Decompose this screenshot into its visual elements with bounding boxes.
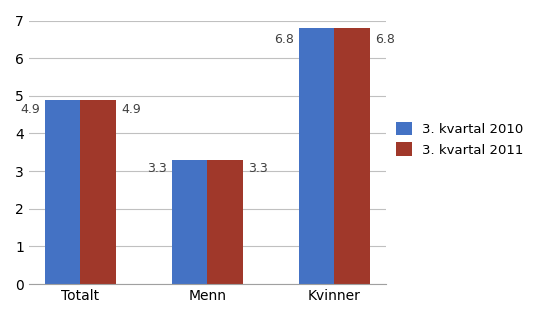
Bar	[80, 100, 116, 284]
Bar	[172, 160, 207, 284]
Bar	[299, 28, 334, 284]
Text: 3.3: 3.3	[147, 162, 167, 175]
Text: 4.9: 4.9	[121, 103, 141, 116]
Text: 4.9: 4.9	[20, 103, 40, 116]
Text: 6.8: 6.8	[375, 33, 394, 46]
Legend: 3. kvartal 2010, 3. kvartal 2011: 3. kvartal 2010, 3. kvartal 2011	[396, 121, 524, 157]
Bar	[207, 160, 243, 284]
Text: 6.8: 6.8	[274, 33, 294, 46]
Text: 3.3: 3.3	[248, 162, 267, 175]
Bar	[45, 100, 80, 284]
Bar	[334, 28, 370, 284]
